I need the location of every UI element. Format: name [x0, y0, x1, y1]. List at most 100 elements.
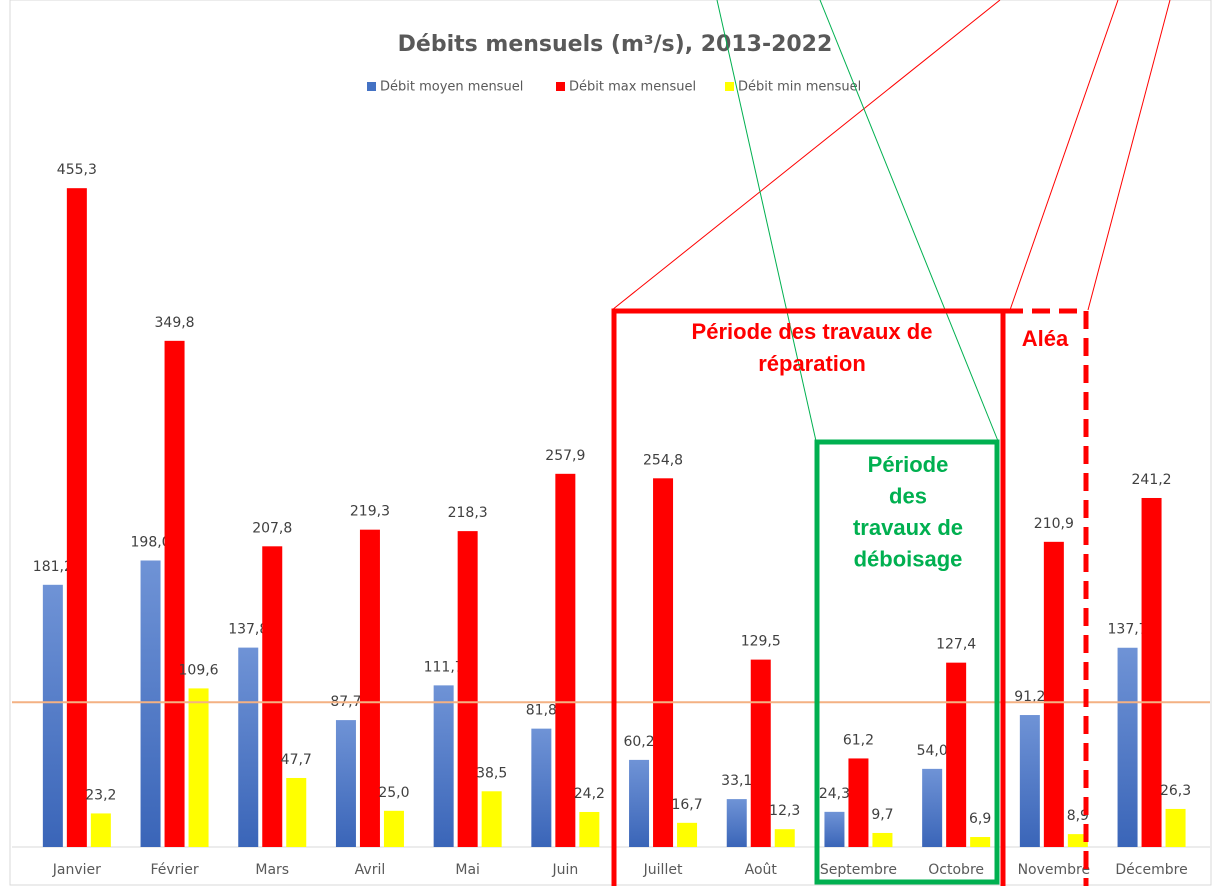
x-tick-label: Décembre [1115, 862, 1187, 878]
callout-line [716, 0, 817, 442]
value-label: 8,9 [1067, 808, 1089, 824]
value-label: 16,7 [671, 797, 702, 813]
x-tick-label: Novembre [1018, 862, 1091, 878]
bar [677, 822, 698, 847]
value-label: 81,8 [526, 703, 557, 719]
x-tick-label: Juin [551, 862, 578, 878]
bar [1019, 715, 1040, 847]
x-tick-label: Octobre [928, 862, 984, 878]
value-label: 26,3 [1160, 783, 1191, 799]
value-label: 207,8 [252, 520, 292, 536]
value-label: 254,8 [643, 452, 683, 468]
value-label: 33,1 [721, 773, 752, 789]
bar [1165, 808, 1186, 847]
bar [66, 188, 87, 847]
x-tick-label: Juillet [643, 862, 683, 878]
x-tick-label: Janvier [52, 862, 101, 878]
bar [946, 662, 967, 847]
bar [848, 758, 869, 847]
annotation-text: Période des travaux de [692, 319, 933, 344]
annotation-text: des [889, 483, 927, 508]
legend-swatch [556, 82, 565, 91]
annotation-text: Aléa [1022, 326, 1069, 351]
value-label: 257,9 [545, 448, 585, 464]
chart-frame [9, 0, 1212, 886]
callout-line [1087, 0, 1171, 311]
value-label: 218,3 [448, 505, 488, 521]
value-label: 137,7 [1108, 622, 1148, 638]
value-label: 109,6 [179, 662, 219, 678]
value-label: 23,2 [85, 787, 116, 803]
legend-label: Débit max mensuel [569, 80, 696, 95]
bar [335, 720, 356, 847]
value-label: 219,3 [350, 504, 390, 520]
bar [922, 768, 943, 847]
value-label: 210,9 [1034, 516, 1074, 532]
bar [872, 832, 893, 847]
bar [774, 829, 795, 847]
bar [1067, 834, 1088, 847]
bar [188, 688, 209, 847]
value-label: 6,9 [969, 811, 991, 827]
legend-swatch [367, 82, 376, 91]
bar [970, 837, 991, 847]
bar [1117, 647, 1138, 847]
bar [140, 560, 161, 847]
value-label: 25,0 [378, 785, 409, 801]
x-tick-label: Mai [455, 862, 480, 878]
value-label: 38,5 [476, 765, 507, 781]
x-tick-label: Mars [255, 862, 289, 878]
value-label: 241,2 [1132, 472, 1172, 488]
bar [1141, 497, 1162, 847]
bar [1043, 541, 1064, 847]
bar [286, 777, 307, 847]
value-label: 12,3 [769, 803, 800, 819]
annotation-text: travaux de [853, 515, 963, 540]
bar [359, 529, 380, 847]
bar [555, 473, 576, 847]
value-label: 127,4 [936, 637, 976, 653]
bar [238, 647, 259, 847]
callout-line [1009, 0, 1119, 311]
bar [653, 478, 674, 847]
bar [42, 584, 63, 847]
bar [481, 791, 502, 847]
value-label: 181,2 [33, 559, 73, 575]
x-tick-label: Février [150, 862, 198, 878]
annotations: Période des travaux de réparation Période d… [611, 0, 1171, 886]
value-label: 129,5 [741, 634, 781, 650]
chart-title: Débits mensuels (m³/s), 2013-2022 [398, 32, 833, 57]
value-label: 137,8 [228, 622, 268, 638]
value-label: 60,2 [623, 734, 654, 750]
value-label: 9,7 [871, 807, 893, 823]
bar [433, 685, 454, 847]
plot: Débit moyen mensuel Débit max mensuel Débi… [12, 80, 1210, 878]
repair-box [611, 308, 1006, 886]
value-label: 24,3 [819, 786, 850, 802]
bar [90, 813, 111, 847]
value-label: 91,2 [1014, 689, 1045, 705]
bar [262, 546, 283, 847]
bar [726, 799, 747, 847]
value-label: 24,2 [574, 786, 605, 802]
value-label: 455,3 [57, 162, 97, 178]
annotation-text: déboisage [854, 546, 963, 571]
clearing-box [814, 439, 1000, 885]
value-label: 54,0 [917, 743, 948, 759]
value-label: 349,8 [155, 315, 195, 331]
callout-line [819, 0, 999, 442]
bar [579, 811, 600, 847]
value-label: 111,7 [424, 659, 464, 675]
legend-label: Débit moyen mensuel [380, 80, 523, 95]
value-label: 198,0 [131, 534, 171, 550]
callout-line [611, 0, 1001, 311]
bar [383, 810, 404, 847]
hazard-box [1005, 308, 1089, 886]
legend-swatch [725, 82, 734, 91]
x-tick-label: Août [745, 862, 778, 878]
x-tick-label: Septembre [820, 862, 897, 878]
value-label: 61,2 [843, 732, 874, 748]
bar [750, 659, 771, 847]
annotation-text: réparation [758, 351, 866, 376]
